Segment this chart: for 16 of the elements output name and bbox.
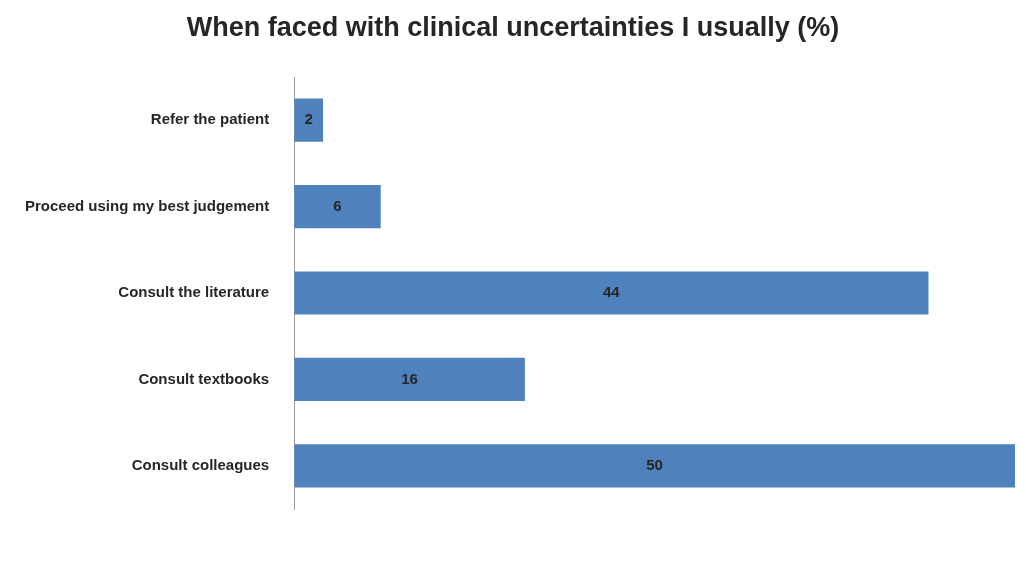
bar (294, 357, 525, 401)
data-label: 44 (603, 283, 621, 301)
y-tick-label: Consult the literature (118, 283, 270, 301)
y-tick-label: Refer the patient (150, 110, 270, 128)
chart-title: When faced with clinical uncertainties I usually (%) (185, 12, 841, 43)
bar (294, 185, 381, 229)
bar (294, 444, 1015, 488)
y-tick-label: Proceed using my best judgement (25, 196, 270, 214)
data-label: 50 (646, 455, 663, 473)
y-tick-label: Consult textbooks (138, 369, 270, 387)
data-label: 16 (401, 369, 418, 387)
data-label: 6 (333, 196, 342, 214)
bar (294, 98, 324, 142)
y-tick-label: Consult colleagues (131, 455, 270, 473)
bar (294, 271, 929, 315)
data-label: 2 (304, 110, 313, 128)
